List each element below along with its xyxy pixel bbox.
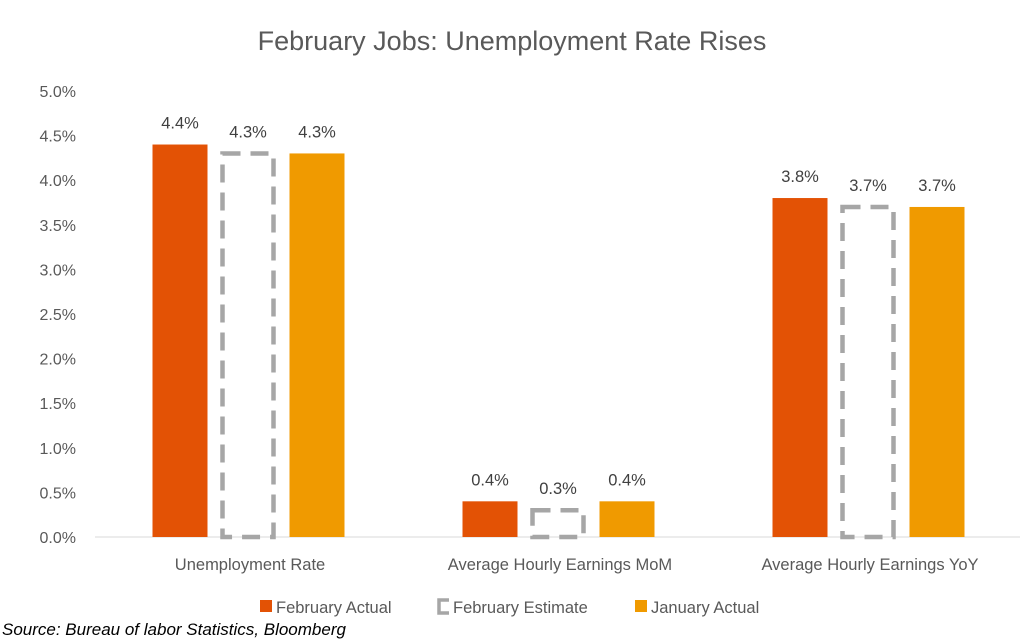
legend-swatch-icon [437, 598, 449, 615]
source-note: Source: Bureau of labor Statistics, Bloo… [2, 620, 346, 639]
x-axis: Unemployment Rate Average Hourly Earnings… [175, 556, 979, 574]
y-tick-label: 4.0% [40, 173, 76, 190]
y-tick-label: 2.5% [40, 307, 76, 324]
legend-swatch-icon [260, 600, 272, 612]
category-label: Unemployment Rate [175, 556, 325, 574]
bar-january-actual [289, 153, 345, 537]
y-tick-label: 1.5% [40, 396, 76, 413]
bar-february-actual [462, 501, 518, 537]
data-label: 0.4% [608, 471, 646, 489]
data-label: 3.7% [918, 177, 956, 195]
chart-title: February Jobs: Unemployment Rate Rises [258, 26, 767, 56]
y-tick-label: 2.0% [40, 352, 76, 369]
data-label: 4.3% [229, 123, 267, 141]
legend-label: February Actual [276, 599, 392, 617]
bar-february-estimate [840, 204, 896, 540]
data-label: 4.4% [161, 115, 199, 133]
data-label: 3.7% [849, 177, 887, 195]
data-label: 0.4% [471, 471, 509, 489]
legend-swatch-icon [635, 600, 647, 612]
bar-february-estimate [220, 151, 276, 540]
bars: 4.4% 4.3% 4.3% 0.4% 0.3% 0.4% 3.8% 3.7% 3.7% [152, 115, 965, 540]
y-tick-label: 3.5% [40, 218, 76, 235]
bar-february-actual [152, 144, 208, 537]
data-label: 3.8% [781, 168, 819, 186]
category-label: Average Hourly Earnings YoY [761, 556, 978, 574]
y-tick-label: 3.0% [40, 262, 76, 279]
legend: February Actual February Estimate January … [260, 598, 759, 617]
bar-january-actual [909, 206, 965, 537]
legend-label: February Estimate [453, 599, 588, 617]
category-label: Average Hourly Earnings MoM [448, 556, 672, 574]
legend-label: January Actual [651, 599, 759, 617]
data-label: 0.3% [539, 480, 577, 498]
y-tick-label: 1.0% [40, 441, 76, 458]
y-axis: 0.0% 0.5% 1.0% 1.5% 2.0% 2.5% 3.0% 3.5% 4.0% 4.5%… [40, 84, 76, 547]
y-tick-label: 0.5% [40, 485, 76, 502]
data-label: 4.3% [298, 123, 336, 141]
bar-february-estimate [530, 507, 586, 540]
bar-february-actual [772, 198, 828, 538]
bar-january-actual [599, 501, 655, 537]
y-tick-label: 0.0% [40, 530, 76, 547]
y-tick-label: 4.5% [40, 129, 76, 146]
y-tick-label: 5.0% [40, 84, 76, 101]
